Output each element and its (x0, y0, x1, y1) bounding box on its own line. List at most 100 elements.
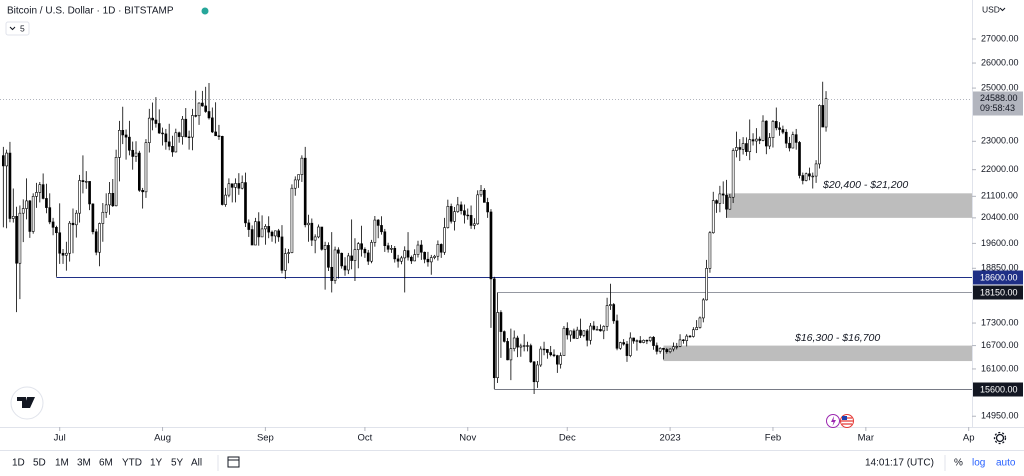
candle-body (436, 244, 440, 257)
candle-body (71, 222, 75, 226)
candle-body (439, 244, 443, 253)
candle-body (539, 348, 543, 366)
candle-body (8, 152, 12, 219)
candle-body (164, 133, 168, 143)
last-price-label: 24588.00 (980, 93, 1018, 103)
symbol-title[interactable]: Bitcoin / U.S. Dollar · 1D · BITSTAMP (7, 6, 174, 17)
range-button[interactable]: 5D (33, 458, 46, 469)
candle-body (632, 337, 635, 342)
candle-body (121, 129, 125, 136)
candle-body (11, 216, 15, 219)
range-button[interactable]: 5Y (171, 458, 184, 469)
candle-body (88, 181, 91, 205)
lightning-glyph (831, 416, 836, 426)
candle-body (363, 248, 367, 254)
candle-body (35, 192, 38, 197)
candle-body (798, 142, 801, 176)
candle-body (400, 257, 403, 262)
candle-body (51, 221, 55, 228)
toolbar: 1D 5D 1M 3M 6M YTD 1Y 5Y All (12, 458, 202, 469)
candle-body (429, 257, 433, 263)
y-tick-label: 16700.00 (981, 340, 1019, 350)
candle-body (343, 265, 347, 271)
level-label-box (973, 270, 1023, 285)
candle-body (579, 329, 582, 336)
candle-body (483, 190, 486, 203)
log-toggle[interactable]: log (972, 458, 985, 469)
candle-body (698, 317, 702, 328)
range-button[interactable]: 1M (55, 458, 69, 469)
candle-body (346, 255, 350, 271)
candle-body (111, 193, 115, 207)
candle-body (718, 193, 722, 204)
candle-body (522, 345, 526, 347)
candle-body (108, 193, 111, 206)
candle-body (320, 226, 324, 250)
candle-body (635, 340, 639, 342)
candle-body (446, 206, 450, 228)
candle-body (197, 102, 201, 117)
range-button[interactable]: 3M (77, 458, 91, 469)
candle-body (210, 117, 214, 133)
date-range-icon[interactable] (227, 456, 240, 468)
range-button[interactable]: 1Y (150, 458, 163, 469)
candle-body (678, 339, 682, 347)
candle-body (486, 202, 489, 213)
flag-canton (842, 416, 847, 420)
range-button[interactable]: 6M (99, 458, 113, 469)
clock[interactable]: 14:01:17 (UTC) (865, 458, 934, 469)
candle-body (224, 194, 227, 205)
candle-body (519, 345, 523, 348)
candle-body (297, 174, 300, 181)
candle-body (396, 258, 400, 262)
range-button[interactable]: 1D (12, 458, 25, 469)
candle-body (373, 219, 377, 243)
x-tick-label: Nov (459, 433, 476, 444)
level-label-box (973, 382, 1023, 397)
candle-body (804, 173, 808, 181)
market-status[interactable] (201, 7, 209, 15)
candle-body (104, 204, 108, 213)
auto-toggle[interactable]: auto (996, 458, 1016, 469)
candle-body (801, 175, 805, 181)
candle-body (5, 152, 8, 167)
candle-body (323, 245, 327, 250)
candle-body (682, 339, 685, 341)
candle-body (114, 157, 118, 207)
candle-body (758, 138, 762, 141)
candle-body (794, 134, 798, 143)
range-button[interactable]: YTD (122, 458, 142, 469)
y-tick-label: 17300.00 (981, 317, 1019, 327)
candle-body (692, 329, 695, 337)
x-tick-label: Feb (765, 433, 781, 444)
candle-body (821, 105, 825, 128)
range-button[interactable]: All (191, 458, 202, 469)
level-label: 15600.00 (980, 384, 1018, 394)
y-tick-label: 18850.00 (981, 263, 1019, 273)
candle-body (575, 329, 579, 339)
candle-body (705, 267, 708, 301)
percent-toggle[interactable]: % (954, 458, 963, 469)
indicator-toggle[interactable] (5, 21, 30, 36)
currency[interactable]: USD (982, 4, 1000, 14)
candle-body (1, 155, 5, 167)
candle-body (410, 256, 413, 262)
candle-body (274, 230, 277, 237)
candle-body (426, 258, 430, 263)
candle-body (585, 330, 589, 341)
candle-body (277, 230, 280, 238)
candle-body (18, 212, 22, 264)
candle-body (735, 147, 738, 151)
candle-body (65, 252, 68, 256)
settings-icon[interactable] (995, 433, 1005, 443)
y-tick-label: 16100.00 (981, 363, 1019, 373)
candle-body (502, 331, 506, 342)
candle-body (366, 252, 370, 262)
candle-body (711, 200, 715, 234)
candle-body (555, 355, 559, 365)
candle-body (609, 304, 612, 306)
candle-body (250, 229, 254, 246)
candle-body (771, 121, 775, 139)
candle-body (353, 249, 357, 261)
logo-glyph (17, 397, 35, 408)
